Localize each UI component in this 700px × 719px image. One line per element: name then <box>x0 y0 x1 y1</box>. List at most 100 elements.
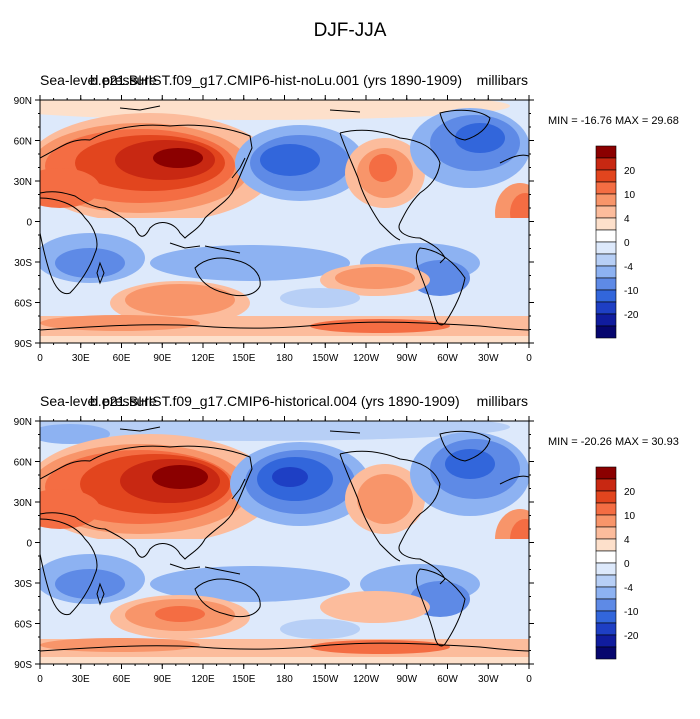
lon-tick-label: 120W <box>353 674 380 685</box>
lon-tick-label: 0 <box>37 674 43 685</box>
lon-tick-label: 90W <box>396 674 417 685</box>
colorbar-swatch <box>595 145 617 159</box>
colorbar-swatch <box>595 502 617 516</box>
colorbar-swatch <box>595 289 617 303</box>
lon-axis-top: 0 30E 60E 90E 120E 150E 180 150W 120W 90W 60W 30W 0 <box>37 95 532 364</box>
map-bottom: 90N 60N 30N 0 30S 60S 90S 0 30E 60E 90E 120E 150E 18… <box>14 416 639 685</box>
lon-tick-label: 60E <box>113 674 131 685</box>
colorbar-swatch <box>595 526 617 540</box>
lat-tick-label: 30S <box>14 258 32 269</box>
lon-tick-label: 0 <box>37 353 43 364</box>
pressure-field <box>40 421 529 664</box>
coastlines <box>40 105 529 331</box>
colorbar-swatch <box>595 646 617 660</box>
lon-tick-label: 120E <box>191 353 215 364</box>
lon-tick-label: 30E <box>72 674 90 685</box>
lat-tick-label: 30S <box>14 579 32 590</box>
panel-units-label: millibars <box>476 72 528 88</box>
colorbar-swatch <box>595 157 617 171</box>
pressure-field <box>40 100 529 343</box>
lon-tick-label: 180 <box>276 353 293 364</box>
lon-tick-label: 150E <box>232 353 256 364</box>
colorbar-swatch <box>595 550 617 564</box>
lat-axis-top: 90N 60N 30N 0 30S 60S 90S <box>14 96 534 350</box>
colorbar-swatch <box>595 490 617 504</box>
colorbar-label: 0 <box>624 238 630 249</box>
colorbar-swatch <box>595 169 617 183</box>
colorbar-swatch <box>595 301 617 315</box>
lon-tick-label: 0 <box>526 674 532 685</box>
lat-tick-label: 60N <box>14 137 32 148</box>
lat-tick-label: 90S <box>14 339 32 350</box>
lon-tick-label: 150W <box>312 353 339 364</box>
colorbar-swatch <box>595 514 617 528</box>
colorbar-swatch <box>595 193 617 207</box>
figure-title: DJF-JJA <box>313 20 387 41</box>
map-panel-bottom: Sea-level pressure b.e21.BHIST.f09_g17.C… <box>0 389 700 719</box>
colorbar-swatch <box>595 574 617 588</box>
panel-variable-label: Sea-level pressure <box>40 72 157 88</box>
colorbar-swatch <box>595 205 617 219</box>
coastlines <box>40 426 529 652</box>
lat-tick-label: 90S <box>14 660 32 671</box>
lon-tick-label: 60W <box>437 674 458 685</box>
colorbar-swatch <box>595 586 617 600</box>
colorbar-swatch <box>595 634 617 648</box>
colorbar-swatch <box>595 622 617 636</box>
lon-tick-label: 150W <box>312 674 339 685</box>
lat-tick-label: 0 <box>26 218 32 229</box>
lat-tick-label: 60S <box>14 299 32 310</box>
colorbar-swatch <box>595 610 617 624</box>
colorbar-label: -20 <box>624 310 639 321</box>
lat-tick-label: 60N <box>14 458 32 469</box>
lon-tick-label: 0 <box>526 353 532 364</box>
panel-case-label: b.e21.BHIST.f09_g17.CMIP6-hist-noLu.001 … <box>90 72 462 88</box>
lon-axis-bottom: 0 30E 60E 90E 120E 150E 180 150W 120W 90W 60W 30W 0 <box>37 416 532 685</box>
colorbar-label: 10 <box>624 190 636 201</box>
lon-tick-label: 120W <box>353 353 380 364</box>
colorbar-swatch <box>595 277 617 291</box>
lat-tick-label: 90N <box>14 417 32 428</box>
lon-tick-label: 120E <box>191 674 215 685</box>
colorbar-label: 20 <box>624 487 636 498</box>
panel-units-label: millibars <box>476 393 528 409</box>
colorbar-swatch <box>595 538 617 552</box>
map-panel-top: Sea-level pressure b.e21.BHIST.f09_g17.C… <box>0 68 700 398</box>
lon-tick-label: 90E <box>153 674 171 685</box>
colorbar-label: -10 <box>624 286 639 297</box>
lon-tick-label: 30W <box>478 353 499 364</box>
lat-tick-label: 60S <box>14 620 32 631</box>
lon-tick-label: 90E <box>153 353 171 364</box>
panel-min-max: MIN = -16.76 MAX = 29.68 <box>548 115 679 127</box>
lon-tick-label: 60W <box>437 353 458 364</box>
colorbar-label: 0 <box>624 559 630 570</box>
colorbar-swatch <box>595 562 617 576</box>
lon-tick-label: 150E <box>232 674 256 685</box>
colorbar-swatch <box>595 313 617 327</box>
colorbar-swatch <box>595 598 617 612</box>
panel-case-label: b.e21.BHIST.f09_g17.CMIP6-historical.004… <box>90 393 460 409</box>
colorbar-label: 4 <box>624 535 630 546</box>
colorbar-label: -10 <box>624 607 639 618</box>
colorbar-swatch <box>595 478 617 492</box>
lat-tick-label: 30N <box>14 177 32 188</box>
lon-tick-label: 30W <box>478 674 499 685</box>
colorbar-swatch <box>595 181 617 195</box>
colorbar-swatch <box>595 325 617 339</box>
panel-variable-label: Sea-level pressure <box>40 393 157 409</box>
colorbar-label: -20 <box>624 631 639 642</box>
map-top: 90N 60N 30N 0 30S 60S 90S 0 30E 60E 90E 120E 150E 18… <box>14 95 639 364</box>
colorbar-label: -4 <box>624 583 633 594</box>
colorbar-label: 10 <box>624 511 636 522</box>
lon-tick-label: 60E <box>113 353 131 364</box>
colorbar-top: 20 10 4 0 -4 -10 -20 <box>595 145 639 339</box>
colorbar-bottom: 20 10 4 0 -4 -10 -20 <box>595 466 639 660</box>
colorbar-swatch <box>595 466 617 480</box>
panel-min-max: MIN = -20.26 MAX = 30.93 <box>548 436 679 448</box>
colorbar-swatch <box>595 241 617 255</box>
colorbar-swatch <box>595 229 617 243</box>
lat-tick-label: 0 <box>26 539 32 550</box>
colorbar-label: 4 <box>624 214 630 225</box>
colorbar-label: 20 <box>624 166 636 177</box>
lat-tick-label: 30N <box>14 498 32 509</box>
